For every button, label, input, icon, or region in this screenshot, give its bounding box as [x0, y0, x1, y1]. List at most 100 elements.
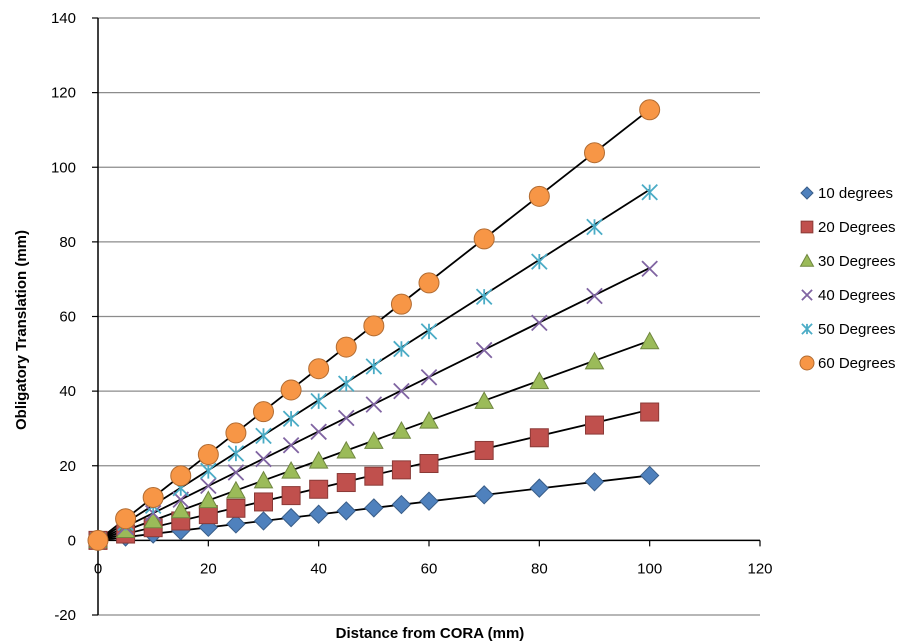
point-20-degrees — [391, 460, 411, 480]
y-tick-label: 40 — [59, 383, 76, 400]
legend-label: 30 Degrees — [818, 253, 896, 270]
point-60-degrees — [584, 142, 605, 164]
point-20-degrees — [254, 492, 273, 512]
point-60-degrees — [308, 358, 330, 380]
legend-marker-60-degrees — [799, 355, 815, 371]
point-40-degrees — [255, 450, 272, 468]
point-20-degrees — [585, 415, 604, 435]
point-20-degrees — [364, 466, 384, 486]
tick-labels: -20 0 20 40 60 80 100 120 140 0 20 40 60 80 100 120 — [51, 10, 773, 624]
point-10-degrees — [529, 478, 550, 498]
point-60-degrees — [170, 465, 192, 487]
point-60-degrees — [418, 272, 440, 294]
point-20-degrees — [309, 479, 329, 499]
point-60-degrees — [473, 228, 495, 250]
point-10-degrees — [281, 507, 301, 528]
point-30-degrees — [584, 351, 605, 370]
point-30-degrees — [253, 470, 274, 489]
legend-item-60-degrees: 60 Degrees — [799, 355, 896, 372]
y-tick-label: -20 — [54, 607, 76, 624]
y-tick-label: 80 — [59, 234, 76, 251]
point-50-degrees — [200, 462, 217, 480]
x-tick-label: 120 — [747, 560, 772, 577]
point-50-degrees — [337, 375, 355, 392]
point-60-degrees — [197, 444, 219, 466]
point-10-degrees — [474, 485, 494, 505]
point-40-degrees — [172, 491, 190, 508]
x-tick-label: 20 — [200, 560, 217, 577]
point-40-degrees — [227, 464, 245, 481]
x-tick-label: 80 — [531, 560, 548, 577]
point-60-degrees — [87, 529, 109, 551]
point-10-degrees — [336, 501, 356, 521]
legend-marker-10-degrees — [800, 186, 814, 200]
gridlines — [98, 17, 760, 616]
x-tick-label: 40 — [310, 560, 327, 577]
point-20-degrees — [529, 428, 549, 448]
legend-marker-30-degrees — [799, 253, 815, 267]
point-30-degrees — [419, 410, 439, 429]
legend-item-10-degrees: 10 degrees — [800, 185, 893, 202]
point-40-degrees — [337, 409, 355, 427]
point-10-degrees — [364, 498, 384, 518]
point-40-degrees — [641, 260, 658, 278]
point-30-degrees — [474, 391, 495, 409]
point-10-degrees — [391, 494, 412, 515]
point-10-degrees — [419, 491, 439, 511]
x-tick-label: 60 — [421, 560, 438, 577]
legend-label: 10 degrees — [818, 185, 893, 202]
point-50-degrees — [310, 392, 327, 410]
point-40-degrees — [420, 369, 438, 386]
legend-label: 20 Degrees — [818, 219, 896, 236]
point-10-degrees — [584, 472, 605, 492]
x-tick-label: 100 — [637, 560, 662, 577]
point-60-degrees — [335, 336, 357, 358]
y-tick-label: 120 — [51, 85, 76, 102]
point-30-degrees — [639, 331, 660, 350]
point-30-degrees — [198, 490, 219, 509]
point-50-degrees — [641, 183, 658, 201]
point-40-degrees — [531, 314, 548, 332]
legend-label: 50 Degrees — [818, 321, 896, 338]
point-60-degrees — [253, 401, 274, 423]
point-30-degrees — [226, 480, 246, 499]
point-40-degrees — [586, 287, 603, 305]
y-axis-title: Obligatory Translation (mm) — [13, 230, 30, 430]
y-tick-label: 100 — [51, 159, 76, 176]
point-50-degrees — [586, 218, 603, 236]
legend-item-20-degrees: 20 Degrees — [800, 219, 896, 236]
point-50-degrees — [531, 253, 548, 270]
point-40-degrees — [282, 436, 300, 454]
point-50-degrees — [227, 445, 245, 462]
legend-item-40-degrees: 40 Degrees — [801, 287, 896, 304]
legend-item-30-degrees: 30 Degrees — [799, 253, 896, 270]
point-30-degrees — [170, 500, 191, 519]
point-40-degrees — [365, 396, 383, 413]
point-50-degrees — [282, 410, 300, 428]
point-60-degrees — [363, 315, 385, 337]
point-20-degrees — [419, 454, 439, 474]
point-40-degrees — [475, 341, 493, 359]
point-40-degrees — [310, 423, 327, 441]
point-20-degrees — [198, 505, 218, 525]
point-30-degrees — [336, 440, 357, 459]
point-10-degrees — [253, 511, 274, 531]
point-30-degrees — [308, 450, 329, 469]
legend: 10 degrees 20 Degrees 30 Degrees 40 Degrees… — [799, 185, 896, 372]
x-tick-label: 0 — [94, 560, 102, 577]
point-30-degrees — [363, 431, 384, 449]
point-20-degrees — [226, 498, 246, 518]
y-tick-label: 60 — [59, 309, 76, 326]
point-40-degrees — [393, 382, 410, 400]
x-axis-title: Distance from CORA (mm) — [336, 625, 525, 642]
legend-label: 60 Degrees — [818, 355, 896, 372]
point-60-degrees — [528, 185, 550, 207]
point-20-degrees — [336, 473, 356, 493]
point-50-degrees — [420, 323, 438, 340]
point-50-degrees — [393, 340, 410, 358]
point-60-degrees — [142, 486, 164, 508]
legend-marker-20-degrees — [800, 220, 814, 234]
point-60-degrees — [390, 293, 412, 315]
point-60-degrees — [280, 379, 302, 401]
